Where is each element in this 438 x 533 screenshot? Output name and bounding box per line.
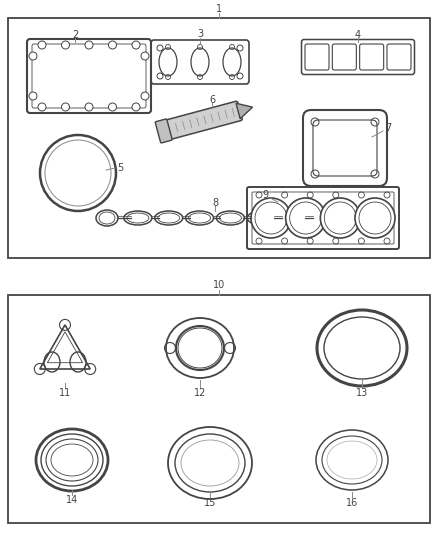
Text: 8: 8	[212, 198, 218, 208]
FancyArrowPatch shape	[211, 114, 213, 122]
Circle shape	[286, 198, 326, 238]
Circle shape	[141, 92, 149, 100]
Text: 16: 16	[346, 498, 358, 508]
FancyArrowPatch shape	[168, 125, 170, 133]
Bar	[8, 295, 430, 523]
Text: 9: 9	[262, 190, 268, 200]
FancyBboxPatch shape	[332, 44, 357, 70]
Ellipse shape	[176, 326, 224, 370]
Circle shape	[61, 41, 70, 49]
Circle shape	[109, 41, 117, 49]
FancyBboxPatch shape	[305, 44, 329, 70]
Circle shape	[132, 41, 140, 49]
Text: 3: 3	[197, 29, 203, 39]
Circle shape	[109, 103, 117, 111]
Text: 12: 12	[194, 388, 206, 398]
Text: 11: 11	[59, 388, 71, 398]
FancyArrowPatch shape	[183, 122, 185, 130]
FancyBboxPatch shape	[155, 119, 172, 143]
Circle shape	[132, 103, 140, 111]
Circle shape	[85, 41, 93, 49]
FancyArrowPatch shape	[232, 108, 234, 116]
Text: 5: 5	[117, 163, 123, 173]
FancyBboxPatch shape	[387, 44, 411, 70]
Bar	[8, 18, 430, 258]
Circle shape	[251, 198, 291, 238]
FancyArrowPatch shape	[197, 118, 199, 126]
Text: 7: 7	[385, 123, 391, 133]
FancyArrowPatch shape	[204, 116, 206, 124]
Text: 10: 10	[213, 280, 225, 290]
Polygon shape	[236, 103, 253, 119]
Text: 4: 4	[355, 30, 361, 40]
FancyArrowPatch shape	[190, 119, 192, 128]
Circle shape	[85, 103, 93, 111]
FancyBboxPatch shape	[162, 101, 242, 140]
Circle shape	[38, 41, 46, 49]
Text: 13: 13	[356, 388, 368, 398]
Text: 14: 14	[66, 495, 78, 505]
Circle shape	[38, 103, 46, 111]
Circle shape	[61, 103, 70, 111]
Circle shape	[141, 52, 149, 60]
Circle shape	[29, 52, 37, 60]
Text: 15: 15	[204, 498, 216, 508]
Ellipse shape	[223, 48, 241, 76]
Text: 6: 6	[209, 95, 215, 105]
Text: 2: 2	[72, 30, 78, 40]
FancyArrowPatch shape	[176, 124, 178, 132]
Circle shape	[29, 92, 37, 100]
Ellipse shape	[159, 48, 177, 76]
FancyArrowPatch shape	[225, 110, 227, 118]
Ellipse shape	[191, 48, 209, 76]
Circle shape	[355, 198, 395, 238]
Text: 1: 1	[216, 4, 222, 14]
Circle shape	[320, 198, 360, 238]
FancyArrowPatch shape	[218, 112, 220, 120]
FancyBboxPatch shape	[360, 44, 384, 70]
